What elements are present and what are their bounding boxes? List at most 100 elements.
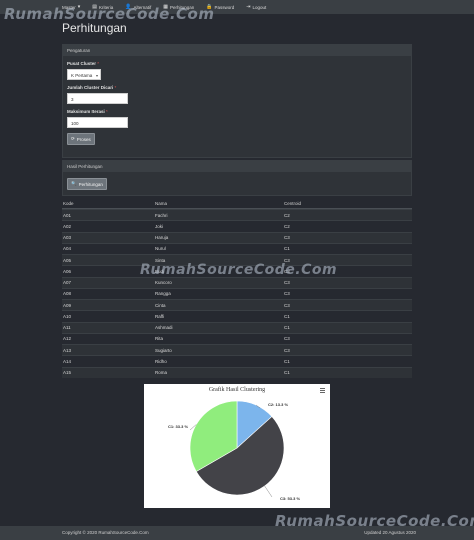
required-mark: * — [97, 61, 100, 66]
cell-nama: Nurul — [155, 246, 166, 252]
column-header-kode: Kode — [63, 200, 74, 206]
cell-nama: Ashmadi — [155, 325, 173, 331]
pie-connector-c2 — [255, 404, 261, 409]
nav-item-alternatif[interactable]: 👤 Alternatif — [125, 4, 151, 10]
settings-panel: Pengaturan Pusat Cluster * K Pertama ▾ J… — [62, 44, 412, 158]
cell-nama: Ridho — [155, 358, 167, 364]
nav-item-master-label: Master — [62, 4, 76, 10]
nav-item-password[interactable]: 🔒 Password — [206, 4, 234, 10]
nav-item-perhitungan-label: Perhitungan — [170, 4, 195, 10]
page-title: Perhitungan — [62, 21, 127, 35]
cell-kode: A11 — [63, 325, 71, 331]
cell-nama: Haruja — [155, 235, 169, 241]
pusat-cluster-select[interactable]: K Pertama ▾ — [67, 69, 101, 80]
proses-button-label: Proses — [76, 136, 91, 142]
nav-item-kriteria[interactable]: ▤ Kriteria — [92, 4, 113, 10]
cell-centroid: C3 — [284, 257, 290, 263]
cell-kode: A13 — [63, 347, 72, 353]
nav-item-logout-label: Logout — [252, 4, 267, 10]
maksimum-iterasi-label: Maksimum Iterasi * — [67, 109, 108, 114]
list-icon: ▤ — [92, 4, 98, 10]
chart-menu-icon[interactable] — [320, 388, 325, 393]
nav-item-master[interactable]: Master ▾ — [62, 4, 80, 10]
table-row: A11 Ashmadi C1 — [62, 321, 412, 333]
table-row: A04 Nurul C1 — [62, 242, 412, 254]
table-body: A01 Fachri C2 A02 Joki C2 A03 Haruja C3 A04 Nurul C… — [62, 209, 412, 378]
lock-icon: 🔒 — [206, 4, 213, 10]
cell-kode: A03 — [63, 235, 72, 241]
jumlah-cluster-label-text: Jumlah Cluster Dicari — [67, 85, 114, 90]
pie-label-c2: C2: 13.3 % — [268, 402, 288, 407]
required-mark: * — [114, 85, 117, 90]
cell-nama: Sugiarto — [155, 347, 172, 353]
watermark-middle: RumahSourceCode.Com — [140, 262, 338, 278]
results-panel-title: Hasil Perhitungan — [63, 161, 411, 172]
nav-item-kriteria-label: Kriteria — [99, 4, 114, 10]
nav-item-perhitungan[interactable]: ▦ Perhitungan — [163, 4, 194, 10]
cell-kode: A06 — [63, 268, 72, 274]
cell-centroid: C3 — [284, 268, 290, 274]
top-navbar: Master ▾ ▤ Kriteria 👤 Alternatif ▦ Perhi… — [0, 0, 474, 14]
cell-centroid: C3 — [284, 235, 290, 241]
cell-nama: Roma — [155, 370, 168, 376]
pie-label-c3: C3: 53.3 % — [280, 496, 300, 501]
cell-kode: A05 — [63, 257, 72, 263]
chevron-down-icon: ▾ — [95, 73, 98, 78]
footer: Copyright © 2020 RumahSourceCode.Com Upd… — [0, 526, 474, 540]
logout-icon: ⇥ — [246, 4, 251, 10]
table-row: A10 Raffi C1 — [62, 310, 412, 322]
table-row: A03 Haruja C3 — [62, 231, 412, 243]
cell-centroid: C3 — [284, 336, 290, 342]
table-row: A01 Fachri C2 — [62, 209, 412, 221]
pusat-cluster-value: K Pertama — [71, 73, 93, 78]
cell-centroid: C2 — [284, 223, 290, 229]
results-table: Kode Nama Centroid A01 Fachri C2 A02 Joki C2 A… — [62, 198, 412, 378]
perhitungan-button[interactable]: 🔍 Perhitungan — [67, 178, 107, 190]
perhitungan-button-label: Perhitungan — [78, 181, 103, 187]
cell-nama: Sinta — [155, 257, 166, 263]
table-row: A15 Roma C1 — [62, 366, 412, 378]
nav-item-logout[interactable]: ⇥ Logout — [246, 4, 266, 10]
footer-updated: Updated 20 Agustus 2020 — [364, 530, 416, 535]
table-row: A02 Joki C2 — [62, 220, 412, 232]
footer-copyright: Copyright © 2020 RumahSourceCode.Com — [62, 530, 149, 535]
refresh-icon: ⟳ — [71, 136, 75, 141]
cell-centroid: C3 — [284, 291, 290, 297]
cell-kode: A04 — [63, 246, 72, 252]
proses-button[interactable]: ⟳ Proses — [67, 133, 95, 145]
table-row: A06 Budi C3 — [62, 265, 412, 277]
column-header-centroid: Centroid — [284, 200, 302, 206]
nav-item-password-label: Password — [214, 4, 235, 10]
pie-label-c1: C1: 33.3 % — [168, 424, 188, 429]
cell-nama: Cinta — [155, 302, 166, 308]
jumlah-cluster-input[interactable]: 3 — [67, 93, 128, 104]
table-row: A14 Ridho C1 — [62, 355, 412, 367]
cell-kode: A15 — [63, 370, 72, 376]
search-icon: 🔍 — [71, 181, 77, 186]
maksimum-iterasi-input[interactable]: 100 — [67, 117, 128, 128]
nav-item-alternatif-label: Alternatif — [133, 4, 152, 10]
table-row: A07 Kuncoro C3 — [62, 276, 412, 288]
cell-nama: Rangga — [155, 291, 171, 297]
cell-nama: Joki — [155, 223, 164, 229]
required-mark: * — [106, 109, 108, 114]
cell-nama: Raffi — [155, 313, 165, 319]
chevron-down-icon: ▾ — [77, 4, 81, 10]
cell-centroid: C1 — [284, 325, 290, 331]
cell-kode: A14 — [63, 358, 72, 364]
cell-kode: A07 — [63, 280, 72, 286]
table-header: Kode Nama Centroid — [62, 198, 412, 209]
watermark-top: RumahSourceCode.Com — [4, 5, 215, 23]
cell-nama: Budi — [155, 268, 165, 274]
cell-centroid: C1 — [284, 246, 290, 252]
table-row: A05 Sinta C3 — [62, 254, 412, 266]
pie-chart: Grafik Hasil Clustering C2: 13.3 % C3: 53… — [168, 386, 325, 501]
cell-centroid: C3 — [284, 280, 290, 286]
pie-connector-c1 — [189, 424, 197, 431]
cell-kode: A09 — [63, 302, 72, 308]
cell-kode: A01 — [63, 212, 72, 218]
cell-kode: A02 — [63, 223, 72, 229]
results-panel: Hasil Perhitungan 🔍 Perhitungan — [62, 160, 412, 196]
cell-centroid: C1 — [284, 370, 290, 376]
chart-container: Grafik Hasil Clustering C2: 13.3 % C3: 53… — [144, 384, 330, 508]
